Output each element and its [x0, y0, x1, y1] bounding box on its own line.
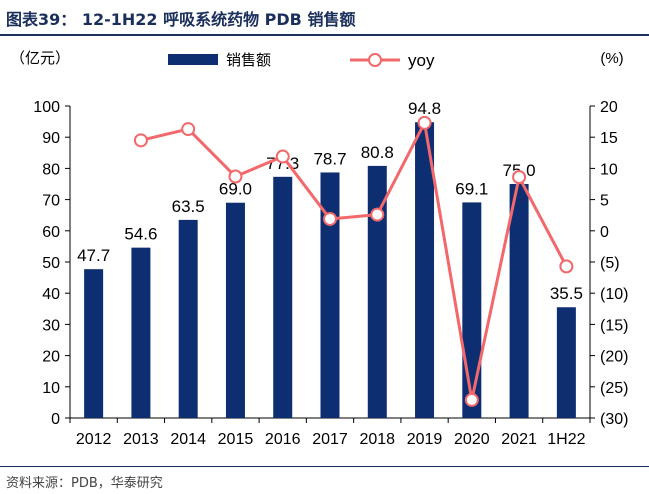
bar — [367, 165, 387, 418]
legend-line-marker — [368, 53, 382, 67]
yoy-point — [464, 392, 479, 407]
source-note: 资料来源：PDB，华泰研究 — [6, 476, 163, 491]
left-axis-tick-label: 0 — [51, 411, 60, 428]
yoy-point — [323, 211, 337, 226]
bar-value-label: 80.8 — [361, 143, 394, 162]
yoy-point — [133, 133, 148, 148]
right-axis-tick-label: (15) — [600, 317, 628, 334]
right-axis-tick-label: (10) — [600, 286, 628, 303]
x-axis-tick-label: 2020 — [454, 431, 490, 448]
title-divider — [0, 34, 649, 36]
bar — [273, 176, 293, 418]
bar — [320, 172, 340, 418]
left-axis-tick-label: 20 — [42, 349, 60, 366]
left-axis-tick-label: 40 — [42, 286, 60, 303]
left-axis-tick-label: 60 — [42, 224, 60, 241]
chart-legend: 销售额 yoy — [168, 51, 435, 70]
x-axis-tick-label: 2018 — [359, 431, 395, 448]
right-axis-tick-label: (20) — [600, 349, 628, 366]
bar — [84, 269, 104, 418]
right-axis-tick-label: 15 — [600, 130, 618, 147]
left-axis-tick-label: 10 — [42, 380, 60, 397]
left-axis-tick-label: 30 — [42, 317, 60, 334]
bar-series — [84, 122, 576, 418]
bar-value-label: 54.6 — [124, 225, 157, 244]
bar — [509, 184, 529, 418]
left-axis-tick-label: 70 — [42, 193, 60, 210]
x-axis-tick-label: 1H22 — [547, 431, 585, 448]
figure-title: 图表39： 12-1H22 呼吸系统药物 PDB 销售额 — [6, 10, 356, 29]
bar-value-label: 63.5 — [172, 197, 205, 216]
x-axis-tick-label: 2014 — [170, 431, 206, 448]
legend-bar-label: 销售额 — [226, 52, 271, 69]
source-divider — [0, 466, 649, 467]
bar — [556, 307, 576, 418]
yoy-point — [228, 169, 243, 184]
bar — [178, 219, 198, 418]
right-axis-tick-label: (25) — [600, 380, 628, 397]
right-axis-tick-label: (5) — [600, 255, 620, 272]
left-axis-tick-label: 50 — [42, 255, 60, 272]
yoy-point — [370, 207, 385, 222]
x-axis-tick-label: 2015 — [218, 431, 254, 448]
yoy-point — [275, 149, 290, 164]
left-axis-tick-label: 80 — [42, 161, 60, 178]
left-axis-unit-label: （亿元） — [10, 50, 70, 67]
bar — [415, 122, 435, 418]
yoy-point — [181, 122, 196, 137]
x-axis-tick-label: 2019 — [407, 431, 443, 448]
bar-value-label: 78.7 — [313, 149, 346, 168]
right-axis-unit-label: (%) — [600, 50, 623, 67]
bar — [131, 247, 151, 418]
right-axis-tick-label: 5 — [600, 193, 609, 210]
bar-value-label: 69.1 — [455, 179, 488, 198]
x-axis-tick-label: 2012 — [76, 431, 112, 448]
left-axis-tick-label: 90 — [42, 130, 60, 147]
legend-line-label: yoy — [408, 51, 435, 70]
legend-bar-swatch — [168, 54, 218, 65]
x-axis-tick-label: 2021 — [501, 431, 537, 448]
x-axis-tick-label: 2016 — [265, 431, 301, 448]
bar — [462, 202, 482, 418]
yoy-point — [559, 259, 574, 274]
bar-value-label: 47.7 — [77, 246, 110, 265]
right-axis-tick-label: (30) — [600, 411, 628, 428]
bar-value-label: 94.8 — [408, 99, 441, 118]
left-axis-tick-label: 100 — [33, 99, 60, 116]
x-axis-tick-label: 2017 — [312, 431, 348, 448]
x-axis-tick-label: 2013 — [123, 431, 159, 448]
right-axis-tick-label: 0 — [600, 224, 609, 241]
yoy-point — [417, 115, 432, 130]
bar-value-label: 69.0 — [219, 180, 252, 199]
right-axis-tick-label: 10 — [600, 161, 618, 178]
yoy-point — [512, 170, 527, 185]
right-axis-tick-label: 20 — [600, 99, 618, 116]
bar — [225, 202, 245, 418]
bar-value-label: 35.5 — [550, 284, 583, 303]
yoy-line — [140, 121, 568, 402]
yoy-line-series — [133, 115, 574, 407]
